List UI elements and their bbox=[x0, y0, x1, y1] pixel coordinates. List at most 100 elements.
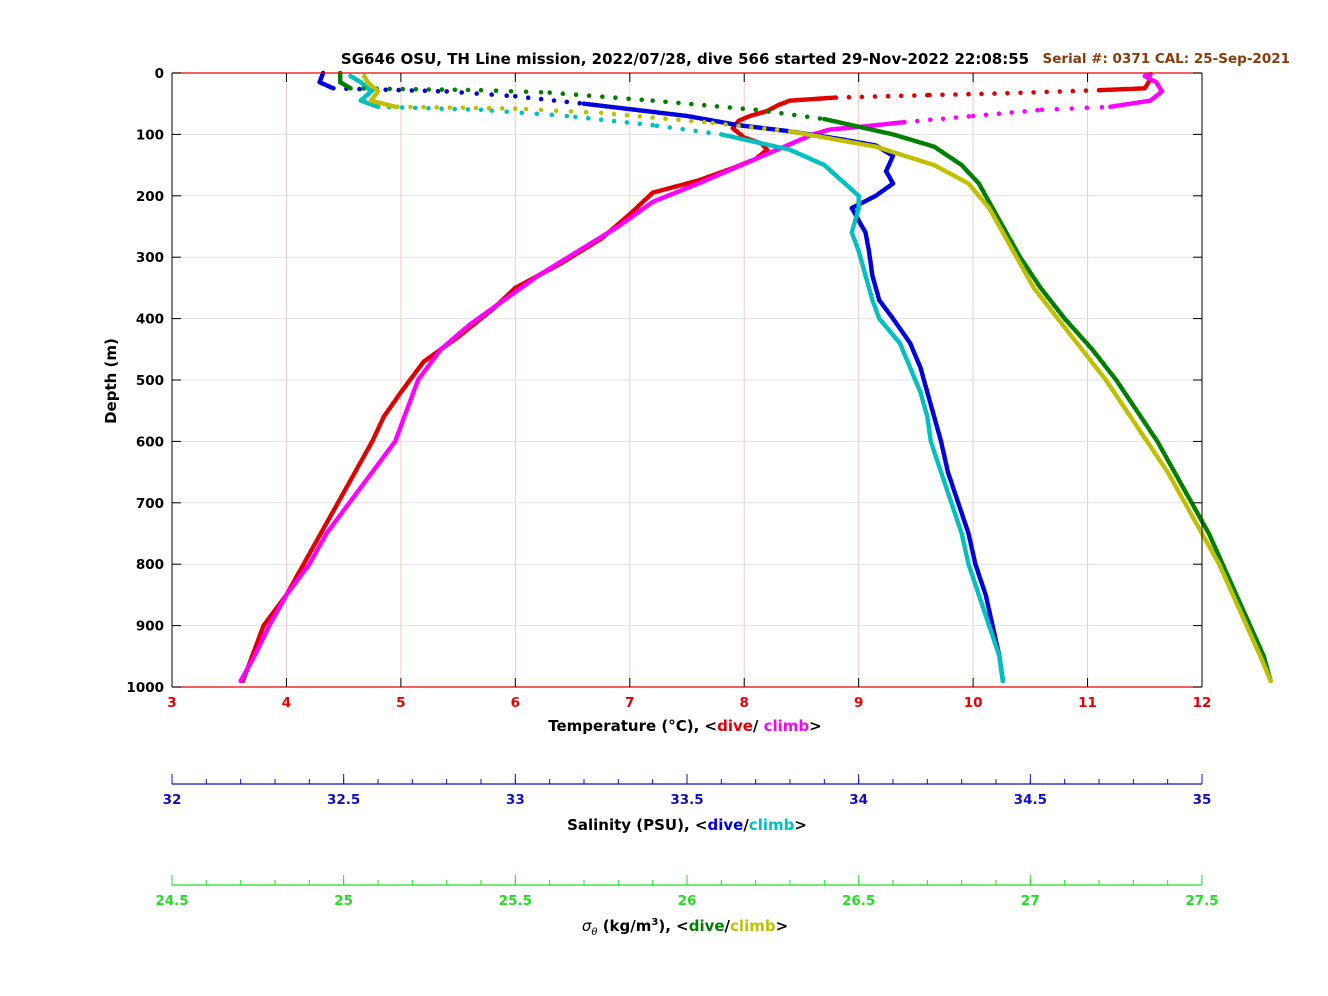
data-point bbox=[1005, 91, 1010, 96]
series-density-climb bbox=[361, 73, 1273, 684]
data-point bbox=[564, 113, 570, 119]
data-point bbox=[413, 105, 418, 111]
data-point bbox=[387, 86, 393, 92]
salinity-tick-label: 33.5 bbox=[670, 792, 703, 808]
data-point bbox=[478, 107, 484, 113]
depth-axis: 0 100 200 300 400 500 600 700 800 900 1000 bbox=[126, 66, 1202, 696]
data-point bbox=[586, 93, 592, 98]
data-point bbox=[912, 93, 917, 98]
data-point bbox=[1031, 90, 1036, 95]
temperature-axis: 3 4 5 6 7 8 9 10 11 12 bbox=[167, 73, 1211, 711]
data-point bbox=[1069, 106, 1075, 111]
data-point bbox=[504, 109, 510, 114]
data-point bbox=[1018, 90, 1023, 96]
data-point bbox=[723, 122, 728, 127]
data-point bbox=[513, 106, 518, 111]
data-point bbox=[426, 87, 432, 92]
chart-title: SG646 OSU, TH Line mission, 2022/07/28, … bbox=[341, 50, 1029, 68]
data-point bbox=[626, 96, 631, 102]
temperature-tick-label: 4 bbox=[282, 695, 291, 711]
data-point bbox=[719, 132, 724, 137]
salinity-tick-label: 34.5 bbox=[1014, 792, 1047, 808]
data-point bbox=[519, 110, 525, 116]
data-point bbox=[940, 92, 945, 98]
density-label-suffix: > bbox=[776, 917, 789, 935]
data-point bbox=[549, 112, 555, 118]
data-point bbox=[749, 124, 754, 130]
data-point bbox=[1054, 106, 1060, 112]
data-point bbox=[513, 94, 518, 99]
temperature-label-suffix: > bbox=[809, 717, 822, 735]
data-point bbox=[538, 107, 544, 113]
data-point bbox=[493, 88, 499, 93]
data-point bbox=[701, 102, 707, 108]
data-point bbox=[452, 106, 458, 112]
density-label-prefix: ), < bbox=[658, 917, 688, 935]
data-point bbox=[667, 125, 673, 130]
depth-tick-label: 200 bbox=[136, 189, 164, 205]
depth-tick-label: 900 bbox=[136, 619, 164, 635]
data-point bbox=[573, 92, 579, 97]
data-point bbox=[421, 104, 426, 110]
salinity-label-prefix: Salinity (PSU), < bbox=[567, 816, 707, 834]
data-point bbox=[1039, 107, 1045, 113]
data-point bbox=[348, 73, 353, 79]
temperature-tick-label: 9 bbox=[854, 695, 863, 711]
salinity-axis-label: Salinity (PSU), <dive/climb> bbox=[567, 816, 807, 834]
data-point bbox=[525, 95, 531, 100]
data-point bbox=[1083, 88, 1089, 93]
data-point bbox=[624, 112, 630, 118]
data-point bbox=[611, 111, 617, 117]
data-point bbox=[508, 89, 514, 94]
density-tick-label: 25.5 bbox=[499, 893, 532, 909]
salinity-climb-label: climb bbox=[749, 816, 795, 834]
data-point bbox=[435, 88, 441, 94]
temperature-tick-label: 11 bbox=[1078, 695, 1097, 711]
data-point bbox=[538, 90, 544, 95]
data-point bbox=[846, 94, 852, 100]
data-point bbox=[600, 94, 605, 99]
depth-tick-label: 600 bbox=[136, 434, 164, 450]
temperature-dive-label: dive bbox=[717, 717, 753, 735]
density-axis: 24.5 25 25.5 26 26.5 27 27.5 bbox=[155, 875, 1219, 909]
data-point bbox=[953, 115, 959, 120]
depth-tick-label: 800 bbox=[136, 557, 164, 573]
salinity-tick-label: 32 bbox=[163, 792, 182, 808]
data-point bbox=[779, 111, 784, 116]
grid-lines bbox=[171, 72, 1203, 688]
temperature-label-sep: / bbox=[753, 717, 764, 735]
data-point bbox=[940, 116, 946, 121]
density-tick-label: 26 bbox=[678, 893, 697, 909]
data-point bbox=[663, 99, 668, 105]
data-point bbox=[689, 118, 694, 124]
temperature-tick-label: 6 bbox=[511, 695, 520, 711]
data-point bbox=[792, 112, 797, 118]
data-point bbox=[1035, 107, 1040, 113]
data-point bbox=[452, 87, 458, 93]
data-point bbox=[577, 100, 582, 106]
data-point bbox=[817, 116, 823, 121]
data-point bbox=[459, 90, 465, 95]
data-point bbox=[885, 93, 891, 99]
density-climb-label: climb bbox=[730, 917, 776, 935]
data-point bbox=[650, 98, 655, 103]
data-point bbox=[551, 98, 557, 103]
density-label-sup: 3 bbox=[651, 917, 658, 928]
data-point bbox=[1096, 87, 1102, 93]
data-point bbox=[1057, 89, 1063, 94]
serial-annotation: Serial #: 0371 CAL: 25-Sep-2021 bbox=[1043, 51, 1290, 67]
data-point bbox=[399, 105, 405, 110]
data-point bbox=[1070, 88, 1076, 94]
data-point bbox=[465, 107, 471, 112]
salinity-tick-label: 35 bbox=[1193, 792, 1212, 808]
data-point bbox=[1022, 109, 1027, 114]
data-point bbox=[740, 106, 746, 111]
depth-tick-label: 0 bbox=[155, 66, 164, 82]
data-point bbox=[872, 94, 878, 99]
data-point bbox=[439, 87, 445, 92]
data-point bbox=[1084, 105, 1090, 111]
data-point bbox=[598, 117, 604, 122]
temperature-climb-label: climb bbox=[764, 717, 810, 735]
data-point bbox=[348, 86, 353, 91]
data-point bbox=[762, 126, 767, 131]
